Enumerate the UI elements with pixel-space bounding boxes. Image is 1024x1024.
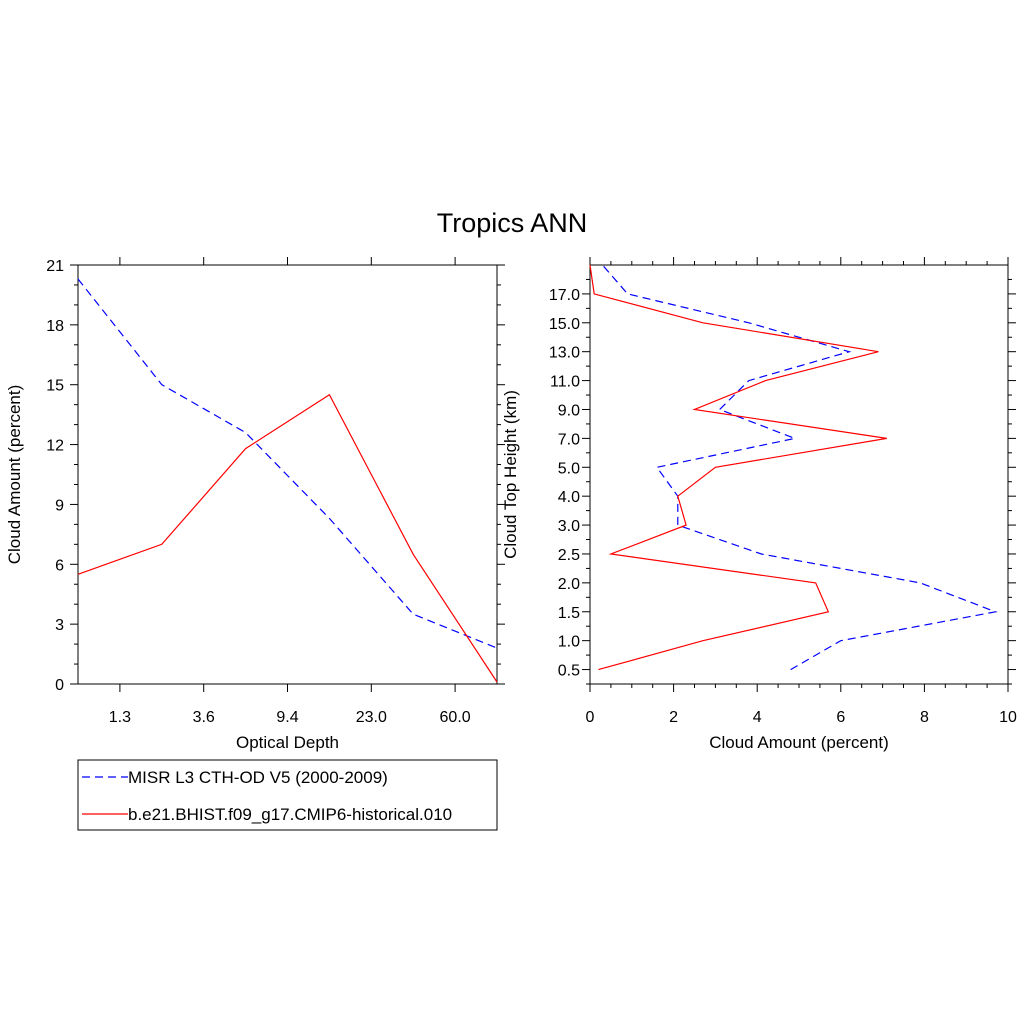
right-y-tick-label: 2.5 <box>558 547 580 564</box>
right-y-tick-label: 0.5 <box>558 663 580 680</box>
left-x-tick-label: 23.0 <box>356 709 387 726</box>
legend-label-model: b.e21.BHIST.f09_g17.CMIP6-historical.010 <box>128 805 452 824</box>
left-y-tick-label: 12 <box>46 438 64 455</box>
right-x-axis-label: Cloud Amount (percent) <box>709 733 889 752</box>
right-y-tick-label: 11.0 <box>550 374 580 391</box>
right-y-tick-label: 13.0 <box>549 345 580 362</box>
left-plot-frame <box>77 264 498 685</box>
right-y-tick-label: 5.0 <box>558 460 580 477</box>
right-x-tick-label: 2 <box>669 709 678 726</box>
right-series-line-0 <box>602 264 998 671</box>
right-series-line-1 <box>589 264 887 671</box>
left-series-line-0 <box>77 278 498 649</box>
right-plot-frame <box>589 264 1009 685</box>
right-y-tick-label: 2.0 <box>558 576 580 593</box>
right-y-tick-label: 3.0 <box>558 518 580 535</box>
left-y-tick-label: 18 <box>46 318 64 335</box>
left-x-tick-label: 3.6 <box>193 709 215 726</box>
right-x-tick-label: 10 <box>999 709 1017 726</box>
left-y-tick-label: 9 <box>55 497 64 514</box>
right-y-tick-label: 15.0 <box>549 316 580 333</box>
legend: MISR L3 CTH-OD V5 (2000-2009) b.e21.BHIS… <box>77 759 498 831</box>
legend-label-obs: MISR L3 CTH-OD V5 (2000-2009) <box>128 768 388 787</box>
right-y-axis-label: Cloud Top Height (km) <box>501 390 520 559</box>
right-x-tick-label: 6 <box>836 709 845 726</box>
left-y-tick-label: 15 <box>46 378 64 395</box>
left-y-tick-label: 21 <box>46 258 64 275</box>
left-chart-panel: 0 3 6 9 12 15 18 21 1.3 3.6 9.4 23.0 60.0 Optical Dep… <box>5 257 505 752</box>
right-y-tick-label: 4.0 <box>558 489 580 506</box>
left-y-axis-label: Cloud Amount (percent) <box>5 385 24 565</box>
left-y-tick-label: 3 <box>55 617 64 634</box>
right-y-tick-label: 1.0 <box>558 634 580 651</box>
right-x-tick-label: 8 <box>920 709 929 726</box>
right-y-tick-label: 7.0 <box>558 431 580 448</box>
right-chart-panel: 0.5 1.0 1.5 2.0 2.5 3.0 4.0 5.0 7.0 9.0 11.0 13.0 15… <box>501 257 1017 752</box>
left-x-tick-label: 1.3 <box>109 709 131 726</box>
figure-title: Tropics ANN <box>437 208 588 238</box>
right-x-tick-label: 4 <box>753 709 762 726</box>
left-x-tick-label: 9.4 <box>276 709 298 726</box>
right-y-tick-label: 17.0 <box>549 287 580 304</box>
left-y-tick-label: 0 <box>55 677 64 694</box>
right-x-tick-label: 0 <box>586 709 595 726</box>
right-y-tick-label: 9.0 <box>558 402 580 419</box>
left-x-tick-label: 60.0 <box>440 709 471 726</box>
right-y-tick-label: 1.5 <box>558 605 580 622</box>
left-series-line-1 <box>77 393 498 683</box>
legend-box <box>77 759 498 831</box>
left-x-axis-label: Optical Depth <box>236 733 339 752</box>
left-y-tick-label: 6 <box>55 557 64 574</box>
